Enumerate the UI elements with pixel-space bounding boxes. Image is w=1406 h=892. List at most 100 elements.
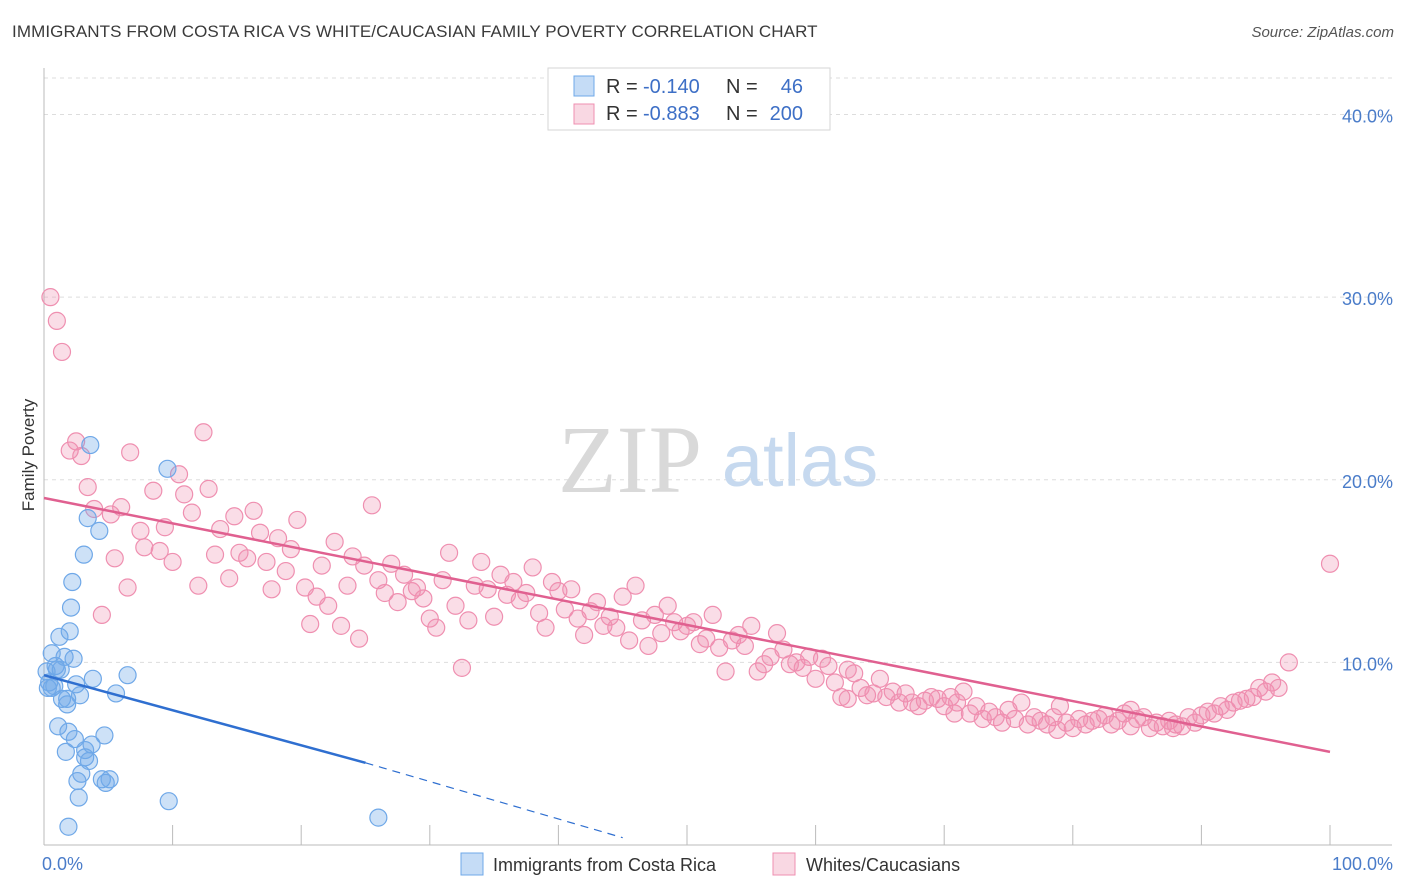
- legend-label-blue: Immigrants from Costa Rica: [493, 855, 717, 875]
- blue-point-37: [100, 770, 119, 789]
- pink-point-17: [144, 481, 163, 500]
- legend-label-pink: Whites/Caucasians: [806, 855, 960, 875]
- pink-point-30: [225, 507, 244, 526]
- pink-point-23: [182, 503, 201, 522]
- pink-point-143: [947, 693, 967, 712]
- pink-point-121: [806, 669, 825, 688]
- pink-point-90: [607, 618, 626, 637]
- pink-point-197: [945, 704, 964, 723]
- stats-box: R = -0.140 N = 46 R = -0.883 N = 200: [547, 67, 831, 131]
- pink-point-198: [1048, 720, 1067, 740]
- pink-point-7: [78, 477, 97, 497]
- pink-point-91: [613, 587, 632, 606]
- pink-point-35: [257, 552, 276, 572]
- pink-point-80: [542, 572, 562, 592]
- pink-point-2: [47, 311, 66, 330]
- pink-point-4: [60, 441, 79, 460]
- chart-title: IMMIGRANTS FROM COSTA RICA VS WHITE/CAUC…: [12, 22, 818, 41]
- y-tick-label-2: 20.0%: [1342, 472, 1393, 492]
- pink-point-22: [175, 485, 194, 504]
- pink-point-157: [1037, 715, 1057, 734]
- pink-point-135: [896, 684, 915, 703]
- pink-point-15: [131, 521, 150, 540]
- pink-point-36: [262, 580, 281, 599]
- pink-point-134: [890, 693, 909, 712]
- blue-point-25: [74, 545, 93, 564]
- pink-point-66: [452, 658, 472, 677]
- pink-point-61: [420, 609, 439, 628]
- pink-point-20: [163, 552, 182, 572]
- pink-point-85: [575, 625, 594, 645]
- pink-point-25: [194, 423, 213, 442]
- pink-point-65: [446, 596, 465, 615]
- blue-point-16: [61, 598, 81, 617]
- blue-point-35: [95, 726, 114, 745]
- stats-swatch-pink: [573, 103, 595, 125]
- pink-point-95: [639, 636, 658, 656]
- pink-point-111: [742, 616, 761, 635]
- pink-point-3: [52, 342, 72, 362]
- blue-point-23: [70, 686, 90, 705]
- pink-point-44: [312, 556, 331, 575]
- pink-point-29: [220, 569, 239, 588]
- stats-r-value-1: -0.140: [643, 76, 700, 98]
- blue-point-41: [158, 459, 177, 478]
- pink-point-16: [135, 538, 154, 557]
- blue-point-39: [118, 666, 137, 685]
- pink-point-14: [121, 443, 140, 462]
- pink-trend-line: [43, 496, 1331, 754]
- blue-point-12: [56, 742, 75, 761]
- pink-point-71: [485, 607, 504, 626]
- pink-point-97: [652, 624, 671, 643]
- pink-point-62: [427, 618, 446, 637]
- pink-point-13: [118, 578, 137, 597]
- stats-n-label-1: N =: [726, 76, 758, 98]
- pink-point-153: [1012, 693, 1031, 712]
- blue-point-45: [369, 808, 388, 827]
- watermark: ZIP atlas: [558, 406, 878, 513]
- pink-point-59: [407, 578, 427, 597]
- legend-swatch-blue: [460, 852, 484, 876]
- stats-n-value-2: 200: [770, 103, 803, 125]
- legend: Immigrants from Costa Rica Whites/Caucas…: [460, 852, 960, 876]
- pink-point-40: [288, 510, 307, 530]
- stats-n-value-1: 46: [781, 76, 803, 98]
- blue-point-40: [59, 817, 78, 836]
- axes: [43, 68, 1392, 846]
- pink-point-104: [697, 629, 716, 648]
- stats-r-label-2: R =: [606, 103, 638, 125]
- y-tick-label-4: 40.0%: [1342, 107, 1393, 127]
- pink-point-24: [189, 576, 208, 595]
- pink-point-131: [870, 669, 890, 688]
- pink-point-139: [922, 687, 941, 707]
- pink-point-89: [600, 607, 619, 626]
- pink-point-77: [523, 558, 542, 577]
- tick-labels: 10.0% 20.0% 30.0% 40.0% 0.0% 100.0%: [42, 107, 1393, 874]
- pink-point-54: [375, 583, 394, 603]
- blue-point-30: [81, 435, 100, 455]
- pink-point-18: [150, 541, 169, 561]
- blue-point-14: [58, 695, 77, 714]
- pink-point-1: [41, 288, 60, 307]
- pink-point-123: [819, 656, 838, 676]
- pink-point-52: [362, 496, 382, 515]
- pink-point-119: [793, 658, 812, 677]
- pink-point-92: [620, 631, 639, 650]
- trend-lines: [43, 496, 1331, 839]
- pink-point-32: [238, 549, 257, 568]
- legend-swatch-pink: [772, 852, 796, 876]
- pink-point-67: [459, 611, 478, 630]
- pink-point-47: [331, 616, 351, 635]
- pink-point-33: [244, 501, 263, 520]
- blue-point-18: [64, 649, 83, 668]
- pink-point-11: [105, 549, 124, 568]
- blue-point-22: [69, 788, 88, 807]
- stats-swatch-blue: [573, 75, 595, 97]
- blue-trend-line-extension: [365, 762, 623, 839]
- stats-r-label-1: R =: [606, 76, 638, 98]
- stats-n-label-2: N =: [726, 103, 758, 125]
- pink-point-193: [1269, 678, 1288, 698]
- pink-point-113: [755, 655, 774, 674]
- blue-point-17: [63, 572, 82, 592]
- blue-point-7: [50, 627, 69, 646]
